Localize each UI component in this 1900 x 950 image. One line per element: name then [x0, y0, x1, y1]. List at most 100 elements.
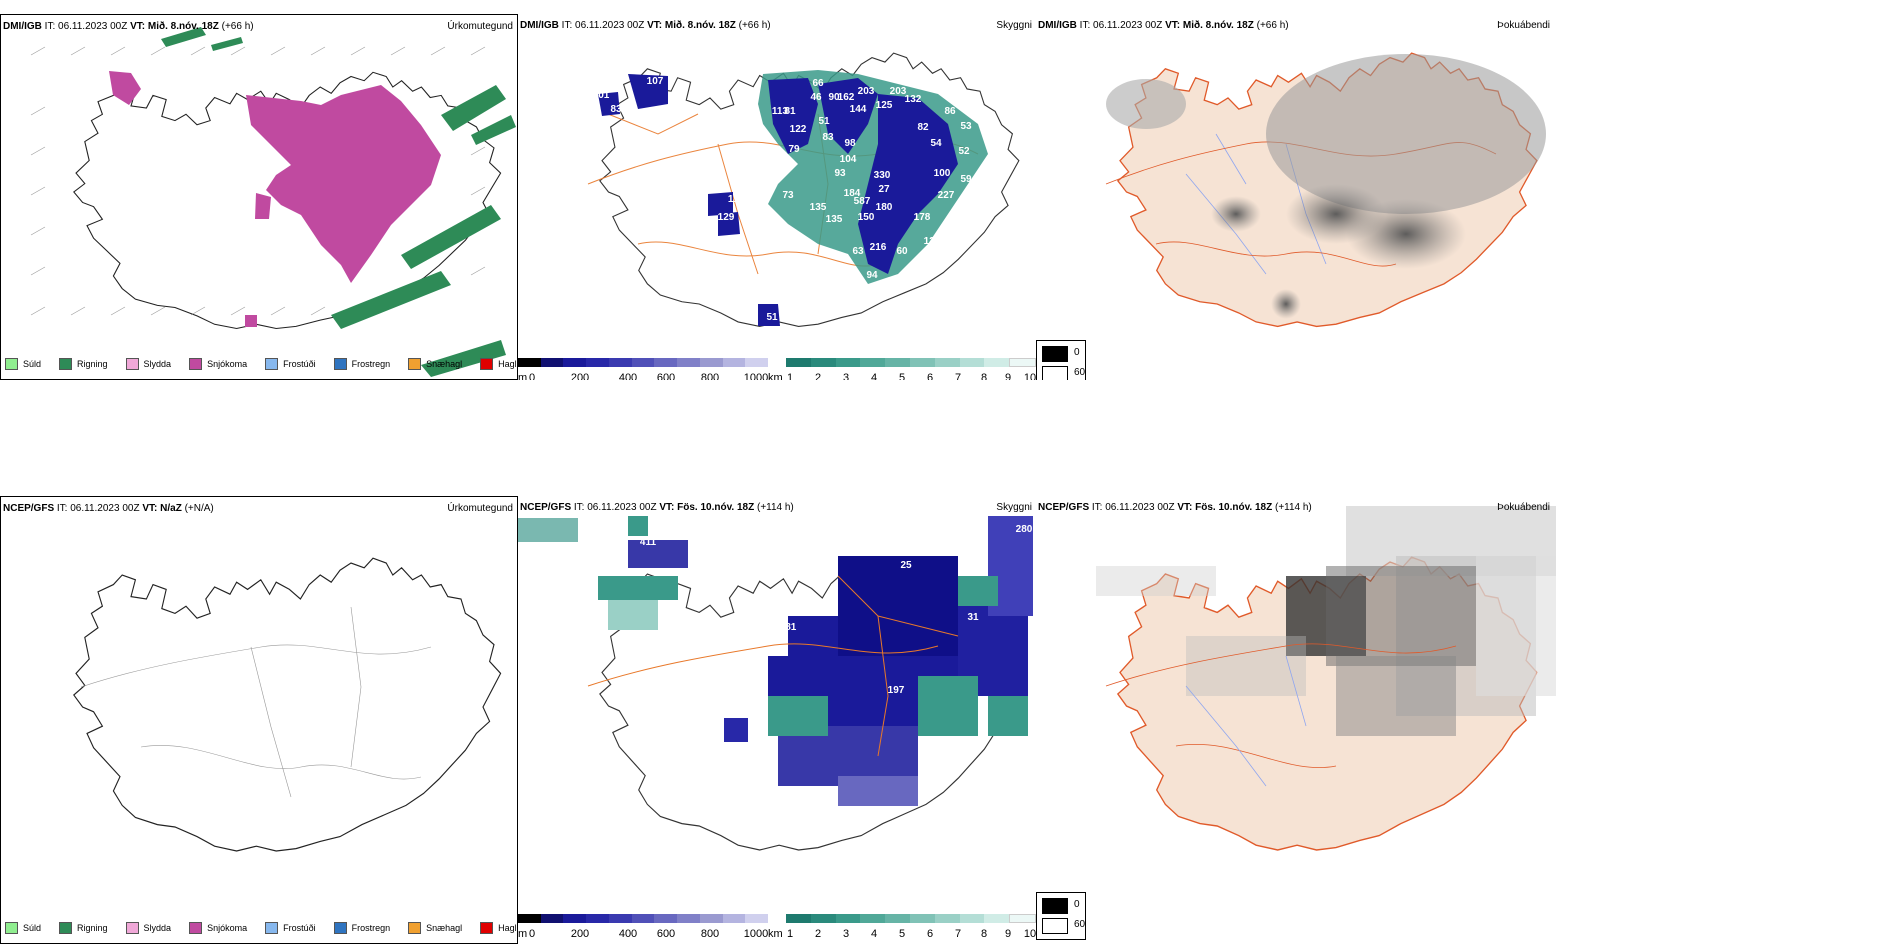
precip-legend: Súld Rigning Slydda Snjókoma Frostúði Fr…	[5, 917, 517, 939]
panel-title: NCEP/GFS IT: 06.11.2023 00Z VT: Fös. 10.…	[520, 502, 794, 513]
legend-item: Snjókoma	[189, 922, 247, 934]
visibility-value-label: 101	[593, 90, 610, 101]
visibility-value-label: 93	[834, 168, 846, 179]
visibility-grid	[518, 516, 1033, 806]
visibility-value-label: 227	[938, 190, 955, 201]
visibility-map-gfs: 411 25 280 281 31 197 857	[518, 516, 1033, 851]
visibility-value-label: 86	[944, 106, 956, 117]
panel-name: Þokuábendi	[1497, 502, 1550, 513]
panel-title: DMI/IGB IT: 06.11.2023 00Z VT: Mið. 8.nó…	[3, 21, 254, 32]
visibility-value-label: 857	[726, 698, 743, 709]
visibility-value-label: 178	[914, 212, 931, 223]
precip-map-gfs	[73, 557, 502, 852]
legend-item: Snæhagl	[408, 922, 462, 934]
fog-legend: 0 60	[1036, 340, 1086, 380]
colorbar-m	[518, 358, 769, 367]
visibility-value-label: 81	[784, 106, 796, 117]
visibility-value-label: 51	[818, 116, 830, 127]
visibility-value-label: 162	[838, 92, 855, 103]
legend-item: Snjókoma	[189, 358, 247, 370]
legend-item: Frostregn	[333, 922, 390, 934]
visibility-value-label: 59	[960, 174, 972, 185]
visibility-value-label: 107	[647, 76, 664, 87]
legend-item: Rigning	[59, 358, 108, 370]
visibility-value-label: 94	[866, 270, 878, 281]
panel-name: Úrkomutegund	[447, 503, 513, 514]
visibility-value-label: 121	[924, 236, 941, 247]
panel-title: NCEP/GFS IT: 06.11.2023 00Z VT: Fös. 10.…	[1038, 502, 1312, 513]
fog-map-dmi	[1105, 52, 1546, 328]
visibility-value-label: 60	[896, 246, 908, 257]
unit-m: m	[518, 372, 528, 380]
visibility-value-label: 40	[656, 113, 668, 124]
visibility-value-label: 52	[958, 146, 970, 157]
visibility-value-label: 180	[876, 202, 893, 213]
visibility-value-label: 83	[822, 132, 834, 143]
legend-item: Súld	[5, 358, 41, 370]
visibility-value-label: 25	[900, 560, 912, 571]
visibility-value-label: 113	[772, 106, 789, 117]
precip-panel-dmi: DMI/IGB IT: 06.11.2023 00Z VT: Mið. 8.nó…	[0, 14, 518, 380]
precip-map-dmi	[30, 27, 516, 377]
visibility-value-label: 281	[780, 622, 797, 633]
legend-item: Haglél	[480, 358, 517, 370]
legend-item: Frostúði	[265, 922, 316, 934]
visibility-value-label: 27	[878, 184, 890, 195]
visibility-value-label: 51	[766, 312, 778, 323]
panel-name: Þokuábendi	[1497, 20, 1550, 31]
visibility-value-label: 90	[828, 92, 840, 103]
visibility-value-label: 83	[610, 104, 622, 115]
fog-panel-gfs: NCEP/GFS IT: 06.11.2023 00Z VT: Fös. 10.…	[1036, 496, 1900, 944]
fog-area	[1266, 54, 1546, 214]
colorbar-km	[786, 358, 1036, 367]
visibility-value-label: 46	[810, 92, 822, 103]
legend-item: Súld	[5, 922, 41, 934]
colorbar-km	[786, 914, 1036, 923]
colorbar-m-ticks: 0 200 400 600 800 1000	[528, 372, 769, 380]
fog-legend: 0 60	[1036, 892, 1086, 940]
visibility-value-label: 53	[960, 121, 972, 132]
visibility-value-label: 203	[858, 86, 875, 97]
visibility-value-label: 54	[930, 138, 942, 149]
panel-name: Skyggni	[996, 502, 1032, 513]
legend-item: Rigning	[59, 922, 108, 934]
visibility-value-label: 184	[844, 188, 861, 199]
snow-area-northwest	[109, 71, 141, 105]
panel-title: DMI/IGB IT: 06.11.2023 00Z VT: Mið. 8.nó…	[520, 20, 771, 31]
panel-title: NCEP/GFS IT: 06.11.2023 00Z VT: N/aZ (+N…	[3, 503, 214, 514]
colorbar-m-ticks: 0 200 400 600 800 1000	[528, 928, 769, 940]
legend-item: Snæhagl	[408, 358, 462, 370]
fog-grid	[1096, 506, 1556, 736]
snow-area	[246, 85, 441, 283]
visibility-value-label: 587	[854, 196, 871, 207]
colorbar-m	[518, 914, 769, 923]
visibility-value-label: 144	[850, 104, 867, 115]
rain-areas	[161, 27, 516, 377]
unit-m: m	[518, 928, 528, 940]
visibility-low-area	[768, 78, 818, 154]
visibility-value-label: 135	[826, 214, 843, 225]
visibility-value-label: 122	[790, 124, 807, 135]
visibility-value-label: 98	[844, 138, 856, 149]
fog-panel-dmi: DMI/IGB IT: 06.11.2023 00Z VT: Mið. 8.nó…	[1036, 14, 1900, 380]
visibility-value-label: 82	[917, 122, 929, 133]
visibility-value-label: 67	[966, 194, 978, 205]
visibility-value-label: 125	[876, 100, 893, 111]
unit-km: km	[768, 928, 783, 940]
panel-name: Úrkomutegund	[447, 21, 513, 32]
visibility-value-label: 79	[788, 144, 800, 155]
legend-item: Slydda	[125, 358, 171, 370]
fog-map-gfs	[1096, 506, 1556, 851]
visibility-value-label: 112	[728, 194, 745, 205]
visibility-value-label: 135	[810, 202, 827, 213]
visibility-value-label: 280	[1016, 524, 1033, 535]
visibility-value-label: 100	[934, 168, 951, 179]
colorbar-km-ticks: 1 2 3 4 5 6 7 8 9 10	[786, 372, 1036, 380]
panel-title: DMI/IGB IT: 06.11.2023 00Z VT: Mið. 8.nó…	[1038, 20, 1289, 31]
visibility-value-label: 73	[782, 190, 794, 201]
visibility-value-label: 129	[718, 212, 735, 223]
legend-item: Frostregn	[333, 358, 390, 370]
visibility-value-label: 216	[870, 242, 887, 253]
